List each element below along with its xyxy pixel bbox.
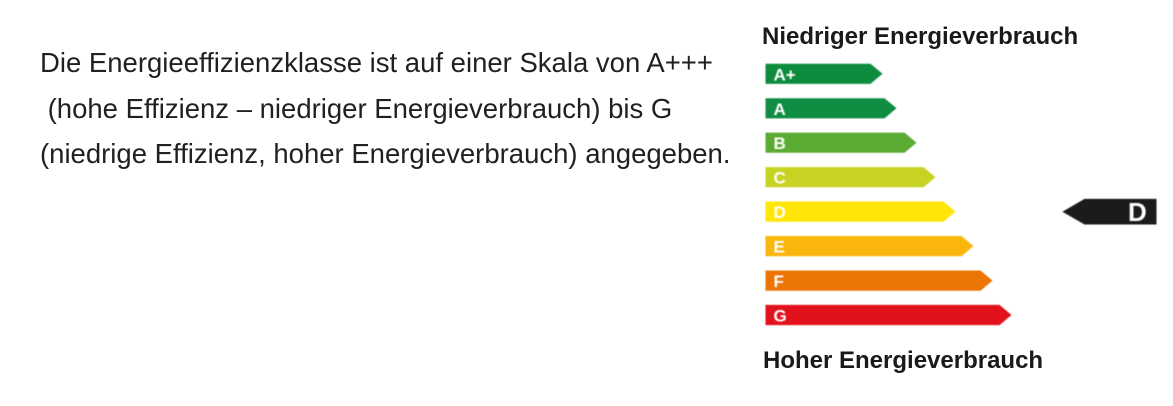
svg-text:G: G — [774, 307, 787, 326]
svg-text:A+: A+ — [774, 65, 796, 84]
svg-text:C: C — [774, 169, 786, 188]
svg-text:B: B — [774, 134, 786, 153]
svg-text:A: A — [774, 100, 786, 119]
svg-text:E: E — [774, 238, 785, 257]
svg-text:D: D — [774, 203, 786, 222]
svg-text:D: D — [1128, 197, 1147, 227]
svg-text:F: F — [774, 272, 784, 291]
